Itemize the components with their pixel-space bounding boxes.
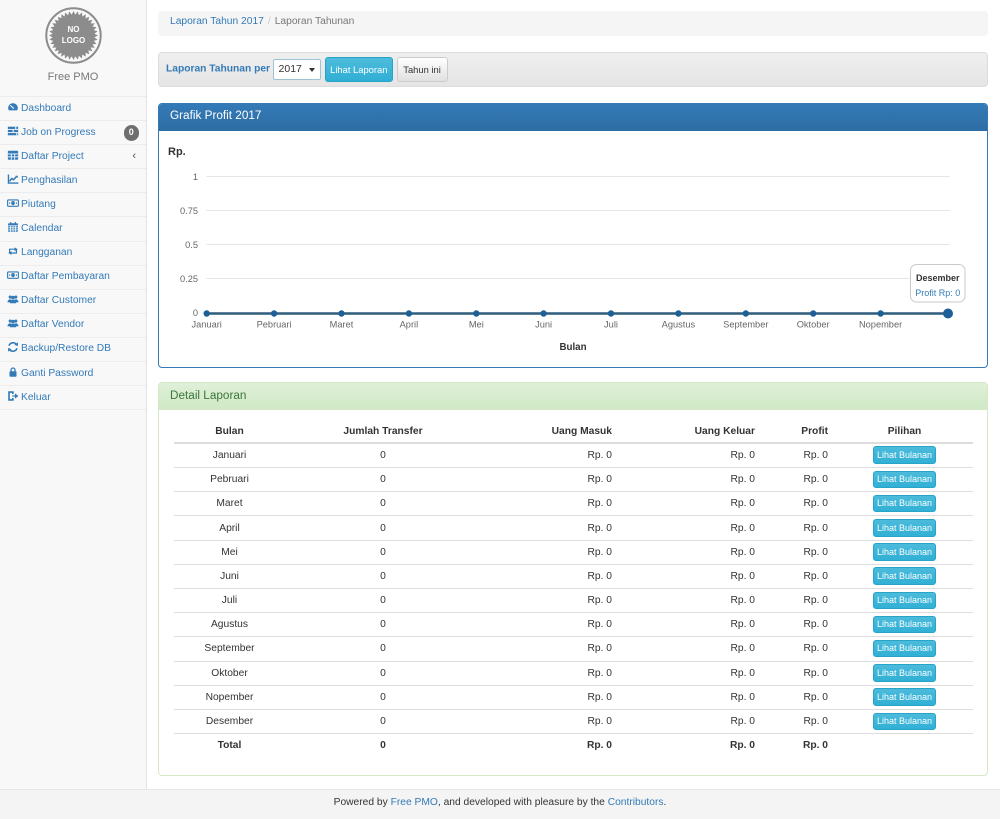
svg-text:Oktober: Oktober <box>797 319 830 329</box>
svg-text:Agustus: Agustus <box>662 319 696 329</box>
svg-text:Profit Rp: 0: Profit Rp: 0 <box>915 288 960 298</box>
svg-text:Bulan: Bulan <box>559 342 586 353</box>
svg-text:Januari: Januari <box>192 319 222 329</box>
svg-text:0.5: 0.5 <box>185 240 198 250</box>
svg-text:0.75: 0.75 <box>180 206 198 216</box>
svg-text:Juni: Juni <box>535 319 552 329</box>
svg-text:0: 0 <box>193 308 198 318</box>
svg-text:Juli: Juli <box>604 319 618 329</box>
svg-text:Maret: Maret <box>330 319 354 329</box>
svg-text:Rp.: Rp. <box>168 146 186 158</box>
svg-text:September: September <box>723 319 768 329</box>
svg-text:0.25: 0.25 <box>180 274 198 284</box>
svg-text:Desember: Desember <box>916 273 960 283</box>
svg-text:Nopember: Nopember <box>859 319 902 329</box>
svg-text:April: April <box>400 319 419 329</box>
svg-text:1: 1 <box>193 172 198 182</box>
svg-text:Pebruari: Pebruari <box>257 319 292 329</box>
svg-text:Mei: Mei <box>469 319 484 329</box>
svg-text:NO: NO <box>67 25 79 34</box>
svg-text:LOGO: LOGO <box>61 36 85 45</box>
